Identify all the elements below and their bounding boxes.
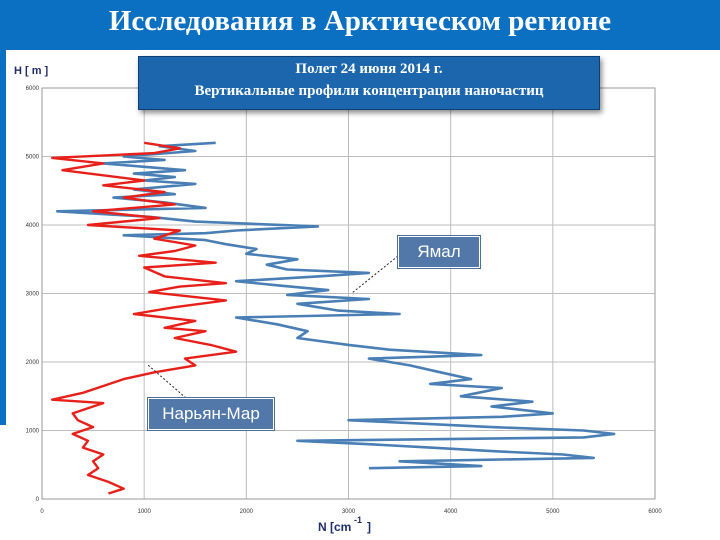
y-tick-label: 5000 [26, 155, 40, 161]
y-tick-label: 0 [36, 497, 40, 503]
title-bar [0, 0, 720, 50]
subtitle-box: Полет 24 июня 2014 г. Вертикальные профи… [138, 56, 600, 110]
y-tick-label: 6000 [26, 86, 40, 92]
x-axis-label-end: ] [367, 520, 371, 534]
x-axis-label-superscript: -1 [354, 515, 362, 525]
x-tick-label: 0 [40, 509, 44, 515]
naryan-mar-leader-line [147, 364, 187, 399]
y-tick-label: 2000 [26, 360, 40, 366]
y-tick-label: 1000 [26, 429, 40, 435]
y-tick-label: 4000 [26, 223, 40, 229]
x-tick-label: 6000 [648, 509, 662, 515]
subtitle-line-2: Вертикальные профили концентрации наноча… [194, 83, 544, 99]
yamal-leader-line [351, 255, 399, 294]
naryan-mar-callout: Нарьян-Мар [148, 398, 274, 430]
naryan-mar-profile-line [51, 141, 238, 495]
left-accent-strip [0, 50, 6, 425]
yamal-profile-line [56, 141, 616, 470]
subtitle-line-1: Полет 24 июня 2014 г. [295, 61, 443, 77]
x-tick-label: 5000 [546, 509, 560, 515]
page-title: Исследования в Арктическом регионе [108, 5, 612, 37]
x-tick-label: 1000 [137, 509, 151, 515]
x-tick-label: 2000 [240, 509, 254, 515]
y-tick-label: 3000 [26, 292, 40, 298]
yamal-callout: Ямал [398, 236, 480, 268]
x-tick-label: 3000 [342, 509, 356, 515]
x-tick-label: 4000 [444, 509, 458, 515]
x-axis-label: N [cm [318, 520, 351, 534]
y-axis-label: H [ m ] [14, 65, 49, 77]
